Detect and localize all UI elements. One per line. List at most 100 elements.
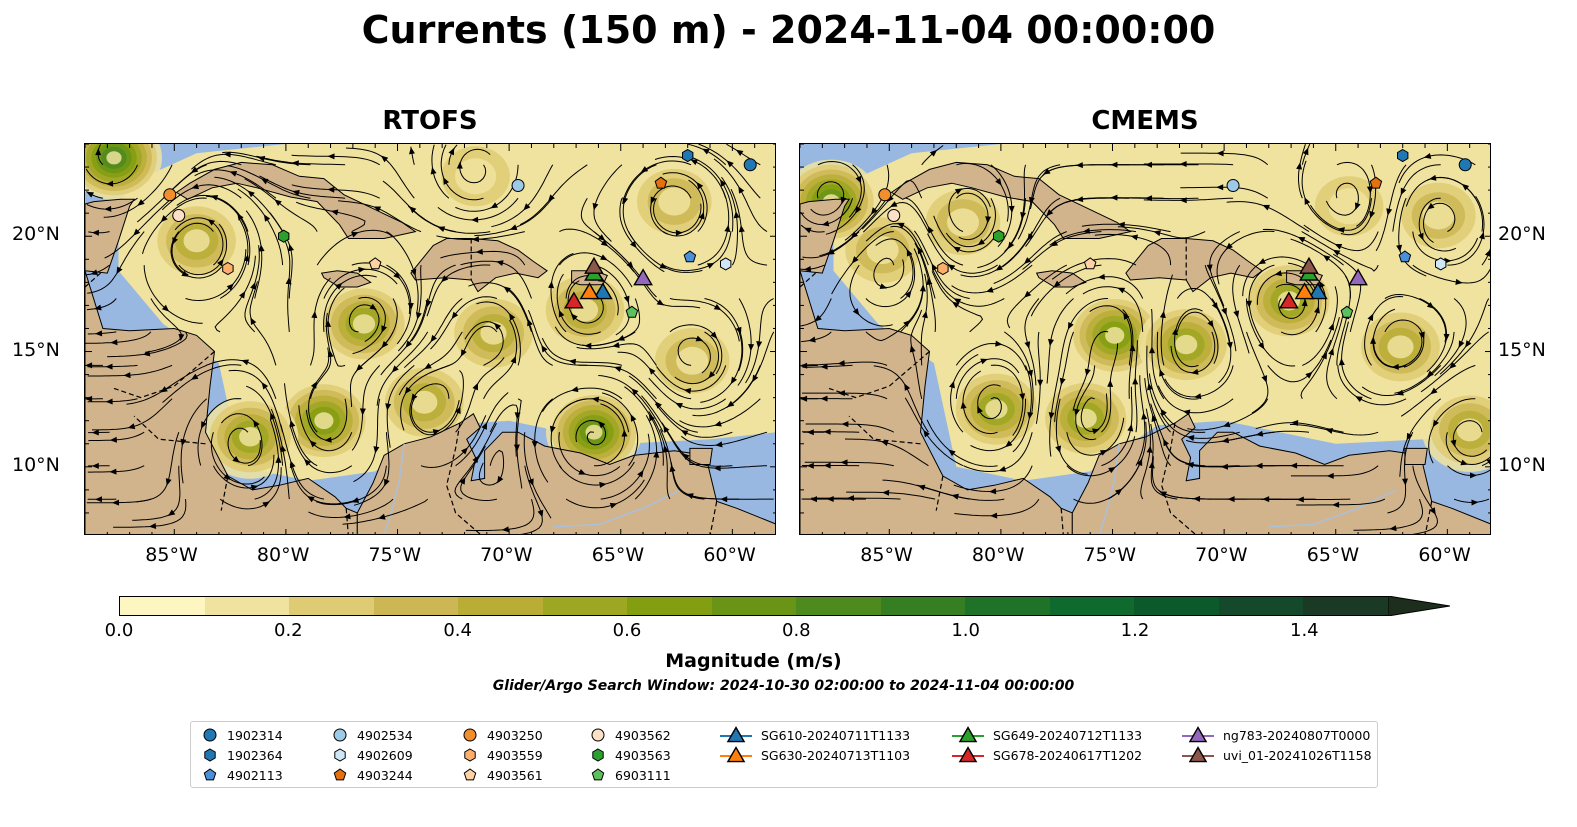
- marker-6903111[interactable]: [1340, 305, 1354, 318]
- lat-tick-label-right: 20°N: [1498, 223, 1546, 246]
- streamline: [800, 198, 853, 226]
- marker-4902534[interactable]: [1226, 179, 1240, 193]
- marker-1902314[interactable]: [743, 158, 757, 172]
- streamline-arrow: [1226, 341, 1233, 350]
- marker-1902364[interactable]: [1397, 148, 1409, 163]
- legend-marker[interactable]: [1188, 726, 1208, 743]
- streamline-arrow: [1108, 467, 1116, 474]
- streamline-arrow: [1027, 369, 1034, 378]
- streamline: [459, 148, 491, 184]
- streamline-arrow: [640, 166, 649, 173]
- marker-4902534[interactable]: [511, 179, 525, 193]
- colorbar-segment: [796, 597, 881, 615]
- legend-marker[interactable]: [464, 748, 476, 762]
- legend-marker[interactable]: [592, 748, 604, 762]
- streamline: [426, 264, 491, 317]
- streamline: [430, 296, 498, 350]
- marker-SG678-20240617T1202[interactable]: [563, 291, 584, 309]
- streamline-arrow: [1255, 430, 1264, 437]
- marker-1902314[interactable]: [1458, 158, 1472, 172]
- legend-label: ng783-20240807T0000: [1223, 727, 1371, 743]
- streamline: [107, 331, 188, 358]
- legend-marker[interactable]: [463, 768, 477, 781]
- streamline-arrow: [250, 282, 256, 290]
- legend-item: SG678-20240617T1202: [951, 746, 1142, 764]
- marker-4903562[interactable]: [172, 208, 186, 222]
- streamline-arrow: [1130, 234, 1139, 241]
- streamline: [1072, 330, 1109, 411]
- streamline: [861, 179, 923, 230]
- marker-SG610-20240711T1133[interactable]: [1307, 282, 1328, 300]
- legend-marker[interactable]: [203, 768, 217, 781]
- legend-marker[interactable]: [958, 726, 978, 743]
- streamline: [737, 298, 752, 386]
- legend-marker[interactable]: [334, 748, 346, 762]
- marker-6903111[interactable]: [625, 305, 639, 318]
- marker-4903559[interactable]: [937, 261, 949, 276]
- streamline-arrow: [1027, 233, 1034, 241]
- marker-4902609[interactable]: [1435, 257, 1447, 271]
- marker-4903561[interactable]: [1083, 257, 1097, 270]
- marker-4903559[interactable]: [222, 261, 234, 276]
- streamline: [684, 492, 774, 500]
- streamline: [398, 331, 463, 396]
- circle-icon: [463, 728, 477, 742]
- marker-4902609[interactable]: [720, 257, 732, 271]
- streamline-arrow: [823, 428, 831, 435]
- colorbar-tick-label: 0.4: [443, 620, 472, 641]
- marker-4903562[interactable]: [887, 208, 901, 222]
- streamline: [811, 497, 901, 500]
- marker-4902113[interactable]: [1398, 250, 1412, 263]
- map-cmems[interactable]: [799, 143, 1491, 535]
- marker-uvi_01-20241026T1158[interactable]: [1299, 256, 1319, 274]
- streamline-arrow: [1369, 210, 1376, 219]
- legend-marker[interactable]: [726, 746, 746, 763]
- marker-ng783-20240807T0000[interactable]: [633, 268, 653, 286]
- streamline-arrow: [351, 231, 359, 238]
- streamline-arrow: [1099, 449, 1108, 456]
- legend-marker[interactable]: [591, 768, 605, 781]
- marker-4903563[interactable]: [993, 229, 1005, 243]
- legend-marker[interactable]: [333, 768, 347, 781]
- legend-marker[interactable]: [958, 746, 978, 763]
- legend-marker[interactable]: [204, 748, 216, 762]
- streamline-arrow: [460, 349, 467, 357]
- marker-SG630-20240713T1103[interactable]: [579, 282, 600, 300]
- streamline: [454, 423, 497, 500]
- marker-ng783-20240807T0000[interactable]: [1348, 268, 1368, 286]
- legend-marker[interactable]: [203, 728, 217, 742]
- marker-4903250[interactable]: [878, 188, 892, 202]
- streamline: [652, 197, 702, 234]
- hexagon-icon: [464, 748, 476, 762]
- streamline-arrow: [1430, 387, 1438, 395]
- map-rtofs[interactable]: [84, 143, 776, 535]
- streamline: [1246, 331, 1269, 414]
- streamline: [1256, 272, 1317, 305]
- marker-4903563[interactable]: [278, 229, 290, 243]
- legend-marker[interactable]: [726, 726, 746, 743]
- marker-4903244[interactable]: [1369, 176, 1383, 189]
- marker-1902364[interactable]: [682, 148, 694, 163]
- marker-uvi_01-20241026T1158[interactable]: [584, 256, 604, 274]
- streamline-arrow: [241, 359, 249, 366]
- marker-SG678-20240617T1202[interactable]: [1278, 291, 1299, 309]
- marker-4903250[interactable]: [163, 188, 177, 202]
- legend-marker[interactable]: [1188, 746, 1208, 763]
- legend-marker[interactable]: [333, 728, 347, 742]
- legend-marker[interactable]: [463, 728, 477, 742]
- legend-label: uvi_01-20241026T1158: [1223, 747, 1372, 763]
- streamline: [1302, 286, 1338, 366]
- legend-marker[interactable]: [591, 728, 605, 742]
- land-hispaniola: [1125, 238, 1263, 293]
- streamline: [380, 298, 429, 376]
- marker-4902113[interactable]: [683, 250, 697, 263]
- marker-4903561[interactable]: [368, 257, 382, 270]
- marker-SG630-20240713T1103[interactable]: [1294, 282, 1315, 300]
- streamline-arrow: [1426, 370, 1434, 378]
- streamline: [819, 197, 888, 257]
- streamline: [507, 287, 553, 366]
- streamline: [1170, 331, 1216, 374]
- marker-SG610-20240711T1133[interactable]: [592, 282, 613, 300]
- country-border: [1424, 501, 1433, 534]
- marker-4903244[interactable]: [654, 176, 668, 189]
